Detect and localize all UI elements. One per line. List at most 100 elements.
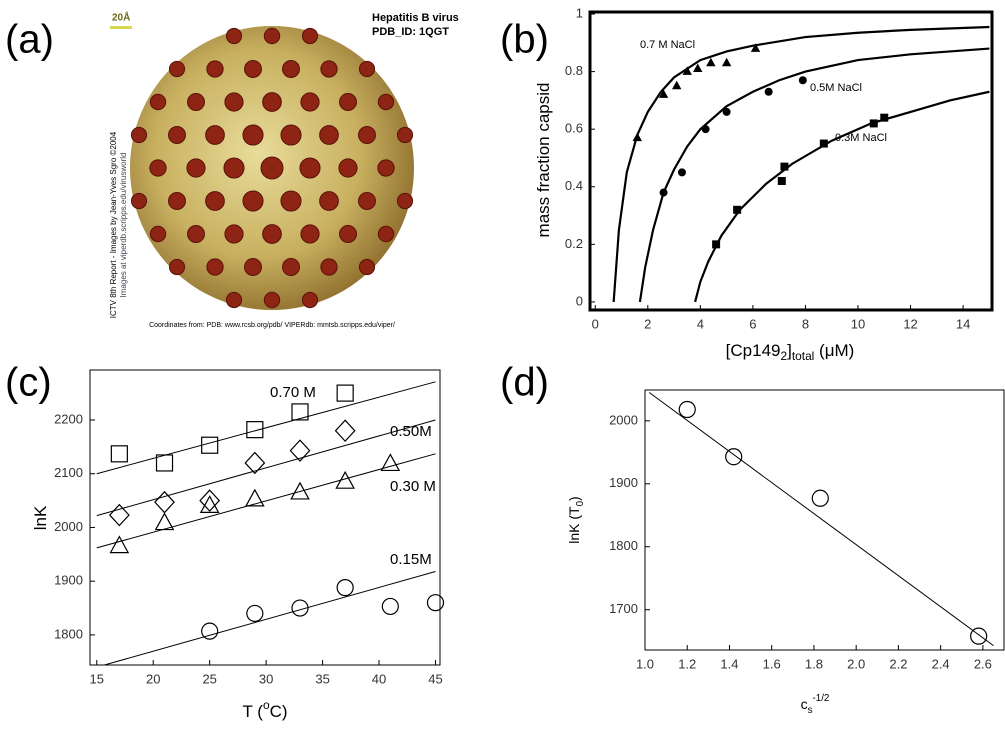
x-tick-label: 8: [802, 316, 809, 331]
series-label: 0.3M NaCl: [835, 132, 887, 144]
data-point: [427, 595, 443, 611]
x-tick-label: 35: [315, 671, 329, 686]
label-part: total: [792, 349, 814, 363]
x-tick-label: 0: [592, 316, 599, 331]
virus-title: Hepatitis B virus: [372, 12, 459, 24]
data-point: [337, 385, 353, 401]
x-tick-label: 10: [851, 316, 865, 331]
capsomer: [320, 192, 339, 211]
fit-line: [97, 572, 436, 668]
capsomer: [378, 94, 393, 109]
capsomer: [207, 259, 223, 275]
capsomer: [226, 292, 241, 307]
x-tick-label: 2: [644, 316, 651, 331]
series-label: 0.70 M: [270, 384, 316, 401]
data-point: [382, 598, 398, 614]
capsomer: [264, 292, 279, 307]
capsomer: [245, 259, 262, 276]
capsomer: [243, 125, 263, 145]
data-point: [971, 628, 987, 644]
scale-bar: [110, 26, 132, 29]
capsomer: [281, 125, 301, 145]
series-label: 0.5M NaCl: [810, 82, 862, 94]
capsomer: [378, 160, 394, 176]
x-tick-label: 4: [697, 316, 704, 331]
capsomer: [150, 226, 165, 241]
fit-line: [649, 393, 993, 646]
series-label: 0.15M: [390, 551, 432, 568]
capsomer: [397, 193, 412, 208]
fit-line: [97, 382, 436, 474]
capsomer: [359, 259, 374, 274]
data-point: [660, 189, 667, 196]
x-tick-label: 1.2: [678, 656, 696, 671]
capsomer: [339, 159, 357, 177]
x-tick-label: 1.4: [720, 656, 738, 671]
capsomer: [169, 127, 186, 144]
capsomer: [187, 159, 205, 177]
x-tick-label: 1.8: [805, 656, 823, 671]
y-axis-label: lnK (T0): [566, 496, 586, 543]
side-text: Images at viperdb.scripps.edu/virusworld: [119, 153, 128, 298]
data-point: [881, 114, 888, 121]
capsomer: [243, 191, 263, 211]
y-tick-label: 0.6: [565, 121, 583, 136]
capsomer: [283, 259, 300, 276]
x-axis-label: cs-1/2: [801, 693, 830, 716]
capsomer: [226, 28, 241, 43]
capsomer: [320, 126, 339, 145]
data-point: [870, 120, 877, 127]
plot-frame: [90, 370, 440, 665]
x-tick-label: 2.4: [932, 656, 950, 671]
capsomer: [169, 61, 184, 76]
capsomer: [321, 61, 337, 77]
capsomer: [245, 61, 262, 78]
data-point: [781, 163, 788, 170]
capsomer: [131, 193, 146, 208]
x-tick-label: 2.6: [974, 656, 992, 671]
panel-label: (a): [5, 18, 54, 62]
capsomer: [359, 127, 376, 144]
data-point: [679, 402, 695, 418]
series-label: 0.30 M: [390, 478, 436, 495]
capsomer: [261, 157, 283, 179]
data-point: [765, 88, 772, 95]
data-point: [723, 108, 730, 115]
capsomer: [169, 259, 184, 274]
data-point: [336, 420, 355, 441]
capsomer: [225, 225, 243, 243]
label-part: C): [270, 702, 288, 721]
x-tick-label: 1.0: [636, 656, 654, 671]
x-tick-label: 14: [956, 316, 970, 331]
data-point: [678, 169, 685, 176]
capsomer: [225, 93, 243, 111]
capsomer: [188, 226, 205, 243]
label-part: -1/2: [813, 693, 830, 704]
label-part: c: [801, 696, 808, 712]
plot-frame: [590, 12, 992, 310]
pdb-id: PDB_ID: 1QGT: [372, 26, 449, 38]
capsomer: [263, 225, 282, 244]
label-part: (μM): [814, 341, 854, 360]
y-tick-label: 1700: [609, 601, 638, 616]
y-tick-label: 1900: [609, 475, 638, 490]
capsomer: [340, 226, 357, 243]
data-point: [202, 437, 218, 453]
fit-line: [695, 92, 989, 302]
data-point: [202, 623, 218, 639]
x-axis-label: [Cp1492]total (μM): [726, 341, 855, 363]
x-tick-label: 30: [259, 671, 273, 686]
data-point: [111, 446, 127, 462]
label-part: lnK (T: [566, 506, 582, 544]
label-part: lnK: [31, 505, 50, 530]
data-point: [726, 449, 742, 465]
data-point: [702, 126, 709, 133]
data-point: [713, 241, 720, 248]
label-part: s: [808, 705, 813, 716]
y-tick-label: 2000: [609, 412, 638, 427]
capsomer: [321, 259, 337, 275]
data-point: [694, 65, 702, 72]
capsomer: [378, 226, 393, 241]
y-tick-label: 0.8: [565, 63, 583, 78]
capsomer: [302, 292, 317, 307]
